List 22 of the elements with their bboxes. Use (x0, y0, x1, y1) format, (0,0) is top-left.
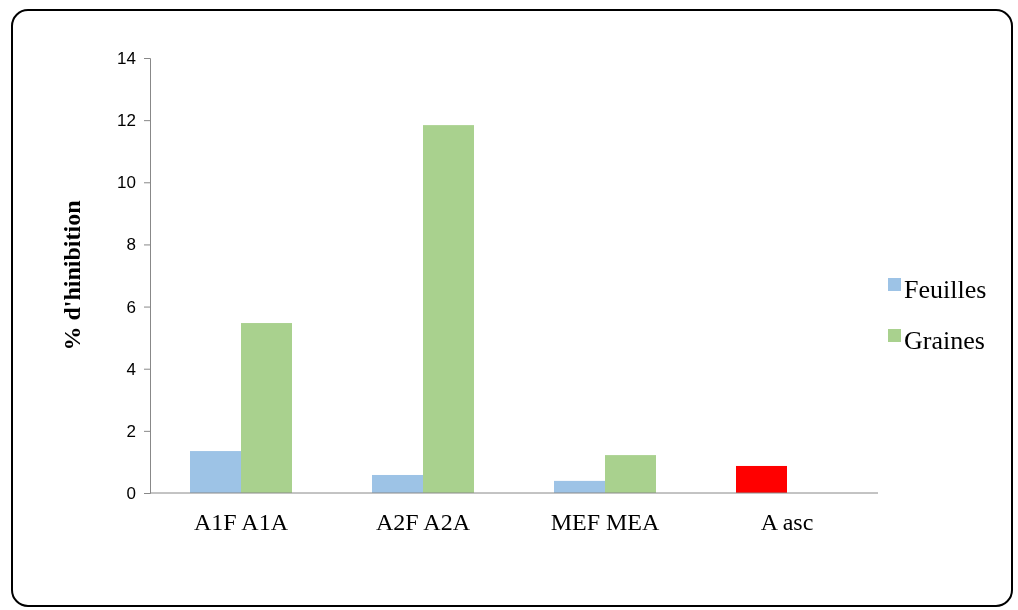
x-tick-label: A1F A1A (193, 509, 289, 536)
x-tick-label: A asc (760, 509, 814, 536)
y-tick-label: 0 (126, 483, 136, 503)
y-tick-label: 8 (126, 235, 136, 255)
y-tick-label: 4 (126, 359, 136, 379)
y-tick-label: 14 (117, 48, 136, 68)
y-axis-title: % d'hinibition (59, 200, 85, 351)
legend-label: Graines (904, 325, 985, 355)
bar (372, 474, 423, 493)
x-tick-label: MEF MEA (550, 509, 660, 536)
bar (554, 480, 605, 493)
y-tick-label: 2 (126, 421, 136, 441)
y-tick-label: 12 (117, 111, 136, 131)
bar (736, 465, 787, 493)
bar (241, 323, 292, 493)
bar (423, 125, 474, 493)
y-tick-label: 6 (126, 297, 136, 317)
bar (190, 451, 241, 493)
x-tick-label: A2F A2A (375, 509, 471, 536)
legend-label: Feuilles (904, 274, 987, 304)
y-tick-label: 10 (117, 173, 136, 193)
bar (605, 455, 656, 493)
